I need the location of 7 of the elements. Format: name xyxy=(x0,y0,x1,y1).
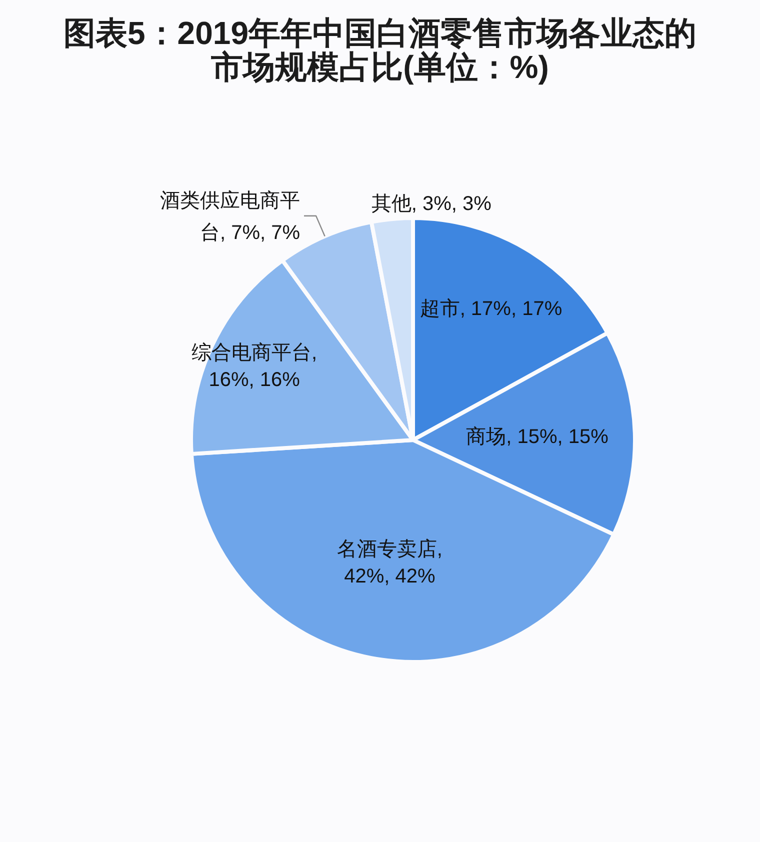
slice-label: 名酒专卖店, 42%, 42% xyxy=(336,538,442,588)
slice-label: 其他, 3%, 3% xyxy=(371,193,492,216)
slice-label: 商场, 15%, 15% xyxy=(466,426,609,448)
slice-label: 超市, 17%, 17% xyxy=(420,298,562,320)
slice-label: 酒类供应电商平台, 7%, 7% xyxy=(160,190,300,244)
chart-title: 图表5：2019年年中国白酒零售市场各业态的市场规模占比(单位：%) xyxy=(64,15,696,85)
slice-label: 综合电商平台, 16%, 16% xyxy=(192,342,318,391)
